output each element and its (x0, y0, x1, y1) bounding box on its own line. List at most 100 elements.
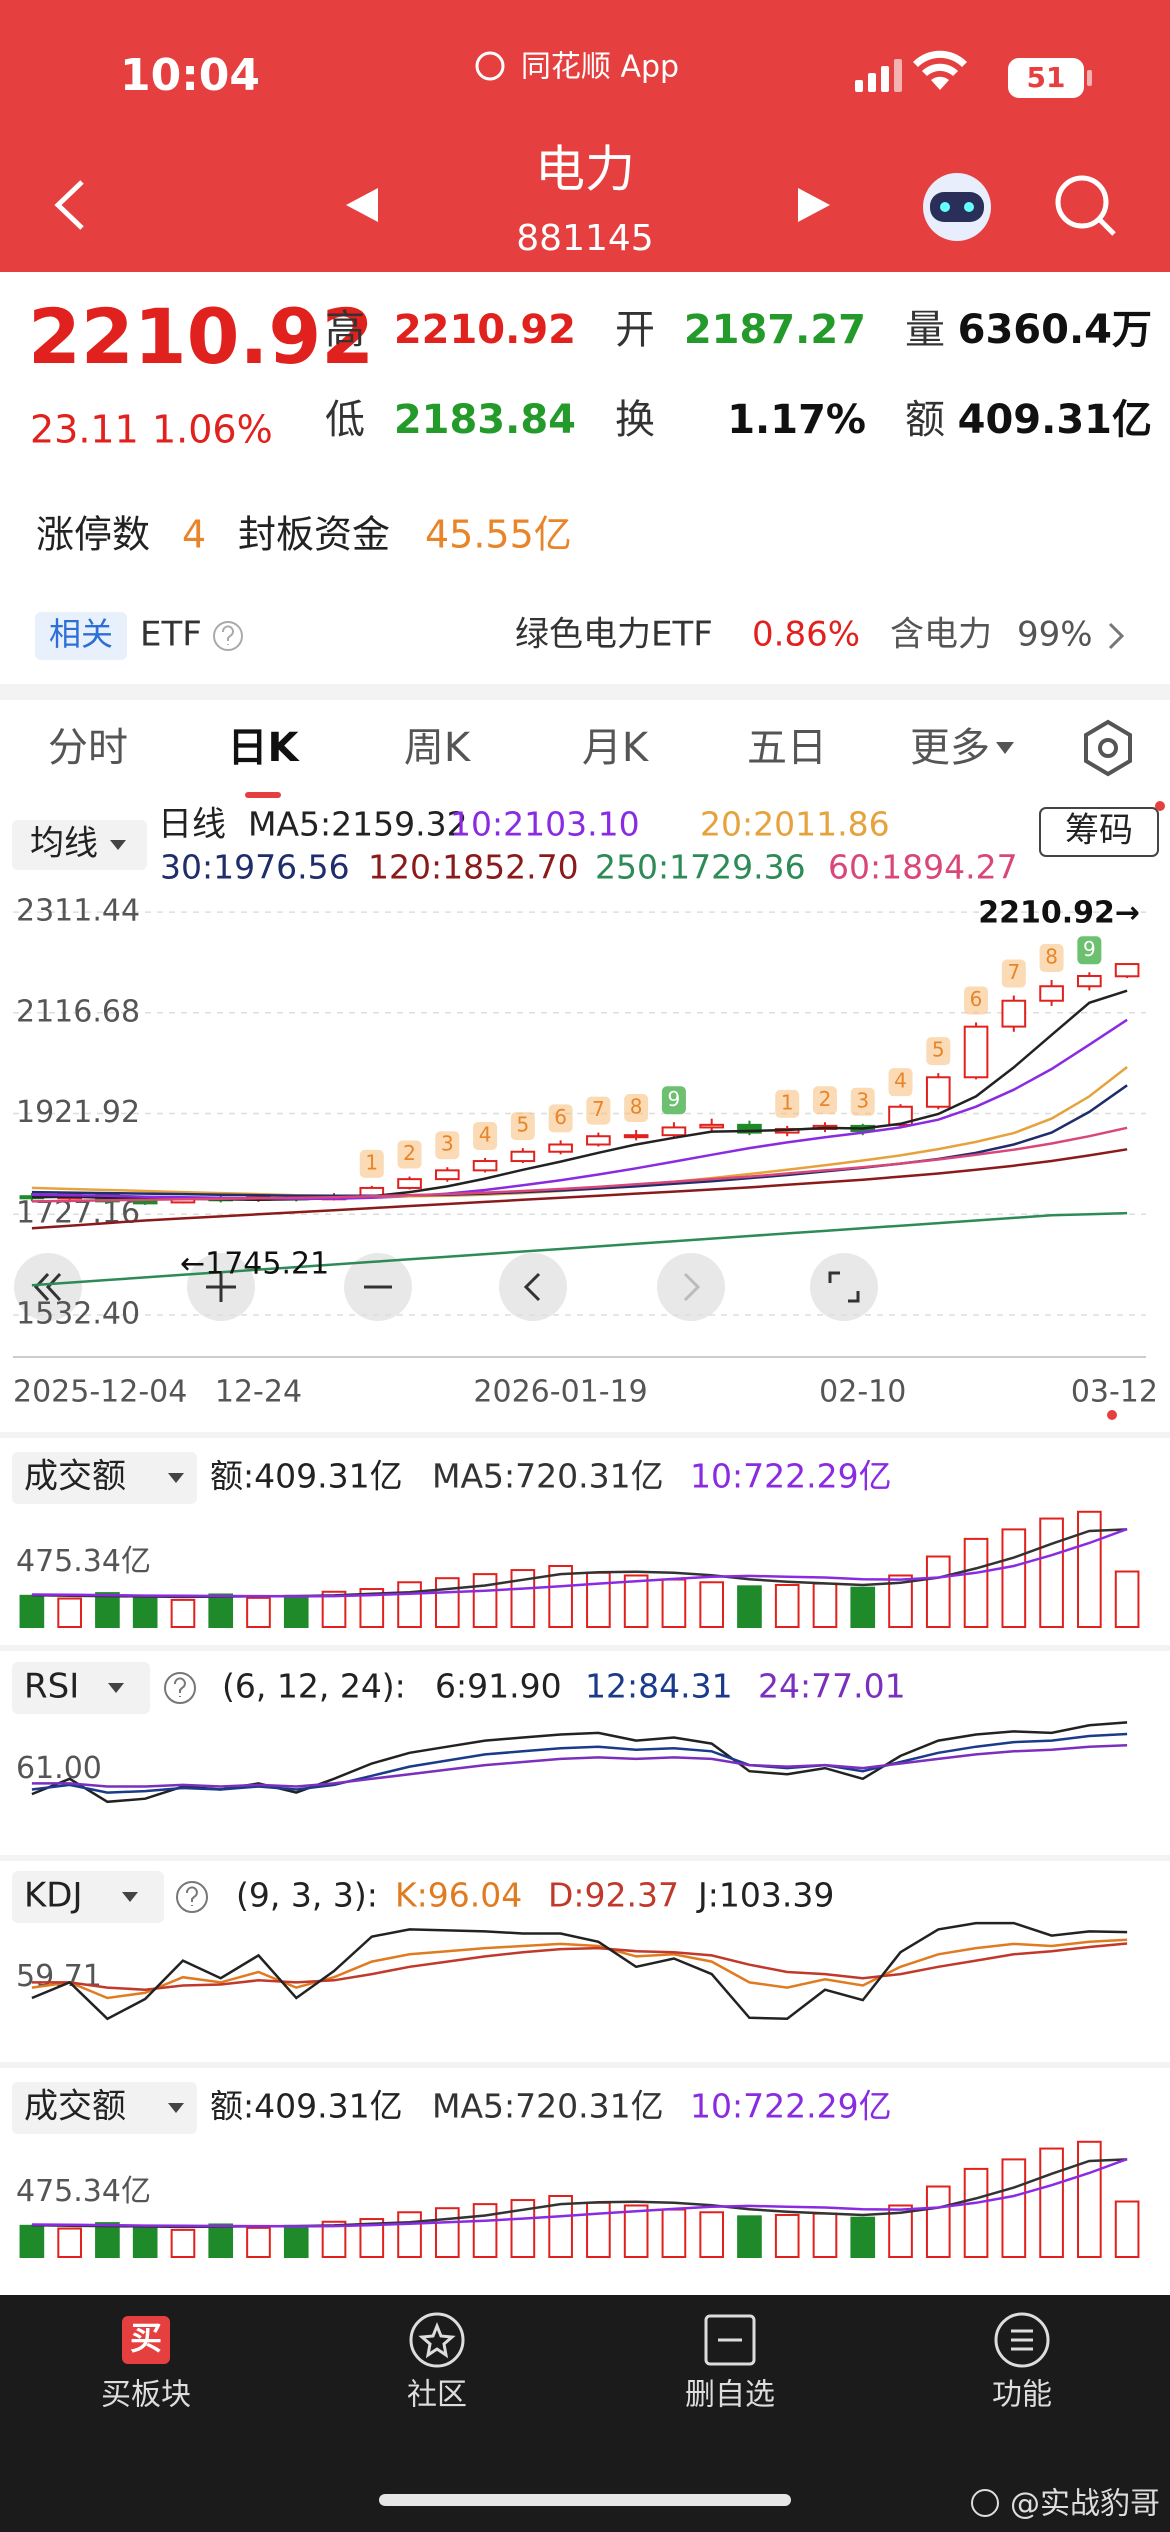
tab[interactable]: 日K (228, 725, 301, 771)
page-code: 881145 (516, 218, 653, 259)
nav-item[interactable]: 功能 (992, 2378, 1052, 2413)
nav-icon-text: 买 (130, 2319, 162, 2357)
delete-icon[interactable] (704, 2314, 756, 2366)
volume-bar (963, 1537, 989, 1629)
tab[interactable]: 更多 (910, 725, 990, 771)
x-tick-label: 03-12 (1071, 1375, 1158, 1410)
volume-bar (57, 2227, 82, 2259)
community-icon[interactable] (409, 2312, 465, 2368)
settings-button[interactable] (1084, 719, 1132, 777)
legend-entry: 20:2011.86 (700, 805, 890, 844)
chip-button-bg[interactable] (1039, 807, 1159, 857)
home-indicator (379, 2494, 791, 2506)
volume-bar (359, 1588, 385, 1628)
volume-bar (1001, 2158, 1027, 2258)
rewind-glyph (33, 1272, 50, 1302)
tab[interactable]: 月K (582, 725, 650, 771)
volume-bar (95, 2222, 120, 2258)
selector-bg[interactable] (12, 1662, 150, 1714)
y-tick-label: 475.34亿 (16, 1544, 151, 1579)
volume-bar (661, 1578, 687, 1628)
volume-bar (283, 2224, 309, 2259)
volume-bar (925, 2185, 951, 2259)
field-value: 409.31亿 (958, 397, 1152, 443)
td-count: 2 (403, 1141, 416, 1165)
price-change: 23.11 (30, 408, 139, 452)
y-tick-label: 61.00 (16, 1751, 102, 1786)
td-badge (888, 1068, 913, 1097)
volume-bar (699, 1581, 725, 1629)
candle-body (661, 1126, 687, 1137)
volume-bar (283, 1594, 309, 1629)
volume-bar (510, 1569, 536, 1628)
watermark-logo (971, 2489, 999, 2517)
legend-entry: 10:722.29亿 (690, 2087, 892, 2126)
volume-bar (850, 2216, 876, 2259)
volume-bar (1077, 1510, 1102, 1629)
back-button[interactable] (54, 180, 84, 230)
volume-bar (208, 2223, 234, 2258)
field-label: 高 (325, 307, 365, 353)
selector-bg[interactable] (12, 1871, 164, 1923)
separator (0, 1645, 1170, 1651)
panel-params: (6, 12, 24): (222, 1667, 406, 1706)
tab[interactable]: 分时 (48, 725, 128, 771)
volume-bar (925, 1555, 951, 1628)
limit-count: 4 (182, 513, 206, 557)
ctrl-bg[interactable] (499, 1253, 567, 1321)
help-icon[interactable] (176, 1881, 208, 1913)
ma-button: 均线 (30, 824, 98, 864)
chart-controls (14, 1253, 878, 1321)
td-count: 1 (365, 1150, 378, 1174)
volume-bar (434, 2207, 460, 2258)
holding-value: 99% (1017, 615, 1093, 655)
td-badge (964, 986, 989, 1015)
td-count: 6 (554, 1105, 567, 1129)
ctrl-bg[interactable] (810, 1253, 878, 1321)
y-tick-label: 1532.40 (16, 1296, 140, 1331)
ma-button-bg[interactable] (12, 820, 147, 870)
selector-bg[interactable] (12, 1452, 197, 1504)
ctrl-bg[interactable] (657, 1253, 725, 1321)
assistant-button[interactable] (923, 173, 991, 241)
td-count: 2 (819, 1087, 832, 1111)
td-badge (510, 1112, 535, 1141)
prev-button[interactable] (346, 188, 378, 222)
chip-button: 筹码 (1065, 811, 1133, 851)
next-button[interactable] (798, 188, 830, 222)
volume-bar (472, 1573, 498, 1628)
more-caret[interactable] (996, 742, 1014, 754)
search-button[interactable] (1055, 175, 1116, 236)
tab[interactable]: 五日 (747, 725, 827, 771)
nav-item[interactable]: 买板块 (101, 2378, 191, 2413)
volume-bar (95, 1592, 120, 1628)
legend-entry: MA5:720.31亿 (432, 2087, 664, 2126)
candle-body (1039, 985, 1064, 1002)
function-icon[interactable] (994, 2312, 1050, 2368)
selector-bg[interactable] (12, 2082, 197, 2134)
volume-bar (170, 1598, 196, 1629)
volume-bar (812, 2212, 838, 2259)
tab[interactable]: 周K (404, 725, 472, 771)
limit-label: 涨停数 (36, 513, 150, 557)
nav-icon-bg[interactable] (122, 2316, 170, 2364)
legend-entry: 10:722.29亿 (690, 1457, 892, 1496)
signal-bar (855, 80, 863, 92)
y-tick-label: 59.71 (16, 1959, 102, 1994)
fullscreen-glyph (828, 1271, 860, 1303)
x-tick-label: 2026-01-19 (473, 1375, 647, 1410)
nav-item[interactable]: 社区 (407, 2378, 467, 2413)
y-tick-label: 2116.68 (16, 994, 140, 1029)
nav-item[interactable]: 删自选 (685, 2378, 775, 2413)
rewind-glyph (45, 1272, 62, 1302)
etf-chevron[interactable] (1108, 622, 1125, 650)
signal-bar (868, 73, 876, 92)
legend-entry: D:92.37 (548, 1876, 679, 1915)
help-icon[interactable] (164, 1672, 196, 1704)
td-count: 4 (479, 1122, 492, 1146)
help-icon[interactable] (213, 621, 243, 651)
field-label: 额 (905, 397, 945, 443)
indicator-line (31, 1921, 1128, 2021)
volume-bar (1114, 1570, 1140, 1628)
y-tick-label: 2311.44 (16, 894, 140, 929)
